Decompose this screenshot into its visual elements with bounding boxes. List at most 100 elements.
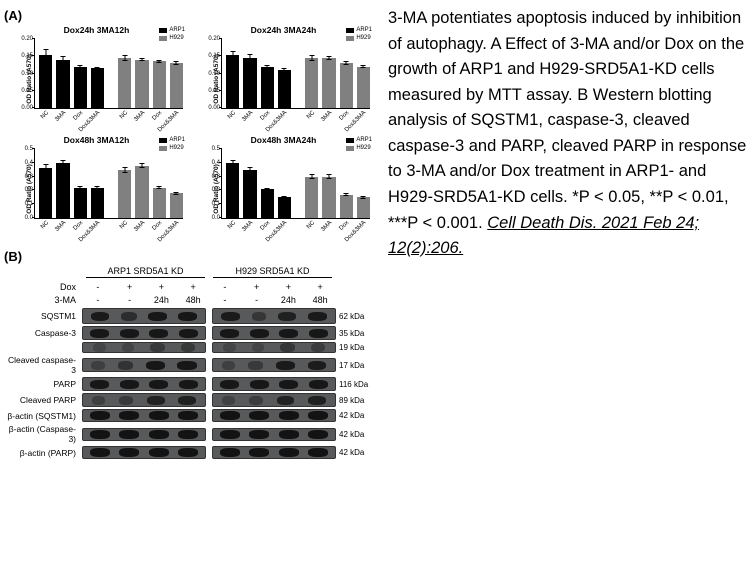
bar	[243, 58, 256, 108]
x-tick: Dox	[73, 110, 85, 122]
band	[90, 430, 110, 439]
blot-label: β-actin (PARP)	[4, 448, 82, 458]
x-tick: 3MA	[133, 220, 146, 233]
y-tick: 0.20	[21, 36, 33, 42]
condition-cell: -	[82, 295, 114, 305]
bar	[56, 163, 69, 218]
condition-cell: -	[209, 295, 241, 305]
band	[178, 312, 197, 321]
group-header: ARP1 SRD5A1 KD	[86, 266, 205, 278]
x-tick: Dox	[260, 110, 272, 122]
blot-lanes	[82, 358, 336, 372]
bar	[322, 177, 335, 218]
panel-a-charts: Dox24h 3MA12hARP1H929OD Ratio (A570)0.00…	[4, 25, 376, 243]
band	[93, 343, 106, 352]
band	[308, 448, 328, 457]
y-tick: 0.4	[212, 160, 220, 166]
x-tick: NC	[305, 220, 315, 230]
bar	[170, 63, 183, 108]
x-tick: Dox	[73, 220, 85, 232]
blot-strip	[212, 358, 336, 372]
bar	[305, 177, 318, 218]
blot-strip	[212, 308, 336, 324]
y-tick: 0.15	[21, 53, 33, 59]
blot-row: SQSTM162 kDa	[4, 308, 376, 324]
condition-cell: +	[273, 282, 305, 292]
blot-strip	[82, 377, 206, 391]
band	[308, 396, 326, 405]
blot-lanes	[82, 377, 336, 391]
band	[279, 380, 298, 389]
x-tick: NC	[305, 110, 315, 120]
band	[92, 396, 106, 405]
legend-swatch	[346, 28, 354, 33]
blot-strip	[212, 428, 336, 441]
x-tick: Dox	[339, 220, 351, 232]
bar	[118, 170, 131, 218]
band	[222, 396, 235, 405]
x-tick: Dox	[260, 220, 272, 232]
band	[222, 361, 236, 370]
x-tick: NC	[118, 220, 128, 230]
bar	[322, 58, 335, 108]
y-tick: 0.20	[208, 36, 220, 42]
bar	[357, 67, 370, 108]
bar	[153, 188, 166, 218]
x-tick: NC	[39, 110, 49, 120]
bar	[91, 188, 104, 218]
condition-label: 3-MA	[4, 295, 82, 305]
blot-lanes	[82, 326, 336, 340]
blot-label: Cleaved PARP	[4, 395, 82, 405]
group-header: H929 SRD5A1 KD	[213, 266, 332, 278]
band	[279, 430, 299, 439]
band	[149, 329, 168, 338]
blot-label: Cleaved caspase-3	[4, 355, 82, 375]
condition-cell: +	[304, 282, 336, 292]
band	[308, 361, 326, 370]
blot-strip	[82, 342, 206, 353]
band	[90, 329, 109, 338]
legend-swatch	[159, 28, 167, 33]
blot-row: Caspase-335 kDa	[4, 326, 376, 340]
x-tick: NC	[39, 220, 49, 230]
blot-row: Cleaved caspase-3 17 kDa	[4, 355, 376, 375]
y-tick: 0.1	[25, 201, 33, 207]
molecular-weight: 42 kDa	[336, 430, 376, 439]
plot-area: 0.000.050.100.150.20NC3MADoxDox&3MANC3MA…	[34, 39, 183, 109]
y-tick: 0.2	[25, 187, 33, 193]
band	[220, 380, 239, 389]
band	[90, 448, 110, 457]
band	[149, 411, 169, 420]
molecular-weight: 42 kDa	[336, 448, 376, 457]
blot-strip	[82, 393, 206, 407]
band	[119, 396, 133, 405]
blot-strip	[212, 446, 336, 459]
band	[122, 343, 135, 352]
y-tick: 0.4	[25, 160, 33, 166]
band	[252, 312, 267, 321]
legend-swatch	[159, 138, 167, 143]
bar	[340, 63, 353, 108]
y-tick: 0.3	[25, 174, 33, 180]
blot-row: PARP116 kDa	[4, 377, 376, 391]
molecular-weight: 17 kDa	[336, 361, 376, 370]
condition-cell: +	[146, 282, 178, 292]
y-tick: 0.0	[212, 215, 220, 221]
condition-cell: 24h	[273, 295, 305, 305]
band	[309, 329, 328, 338]
y-axis-label: OD Ratio (A570)	[26, 54, 33, 103]
band	[220, 411, 240, 420]
band	[308, 430, 328, 439]
band	[178, 430, 198, 439]
band	[250, 380, 269, 389]
band	[121, 312, 137, 321]
group-headers: ARP1 SRD5A1 KD H929 SRD5A1 KD	[82, 266, 376, 278]
condition-cell: +	[241, 282, 273, 292]
band	[181, 343, 195, 352]
band	[311, 343, 325, 352]
condition-cell: -	[114, 295, 146, 305]
legend-label: ARP1	[356, 27, 372, 35]
molecular-weight: 35 kDa	[336, 329, 376, 338]
x-tick: Dox	[339, 110, 351, 122]
bar	[153, 61, 166, 108]
